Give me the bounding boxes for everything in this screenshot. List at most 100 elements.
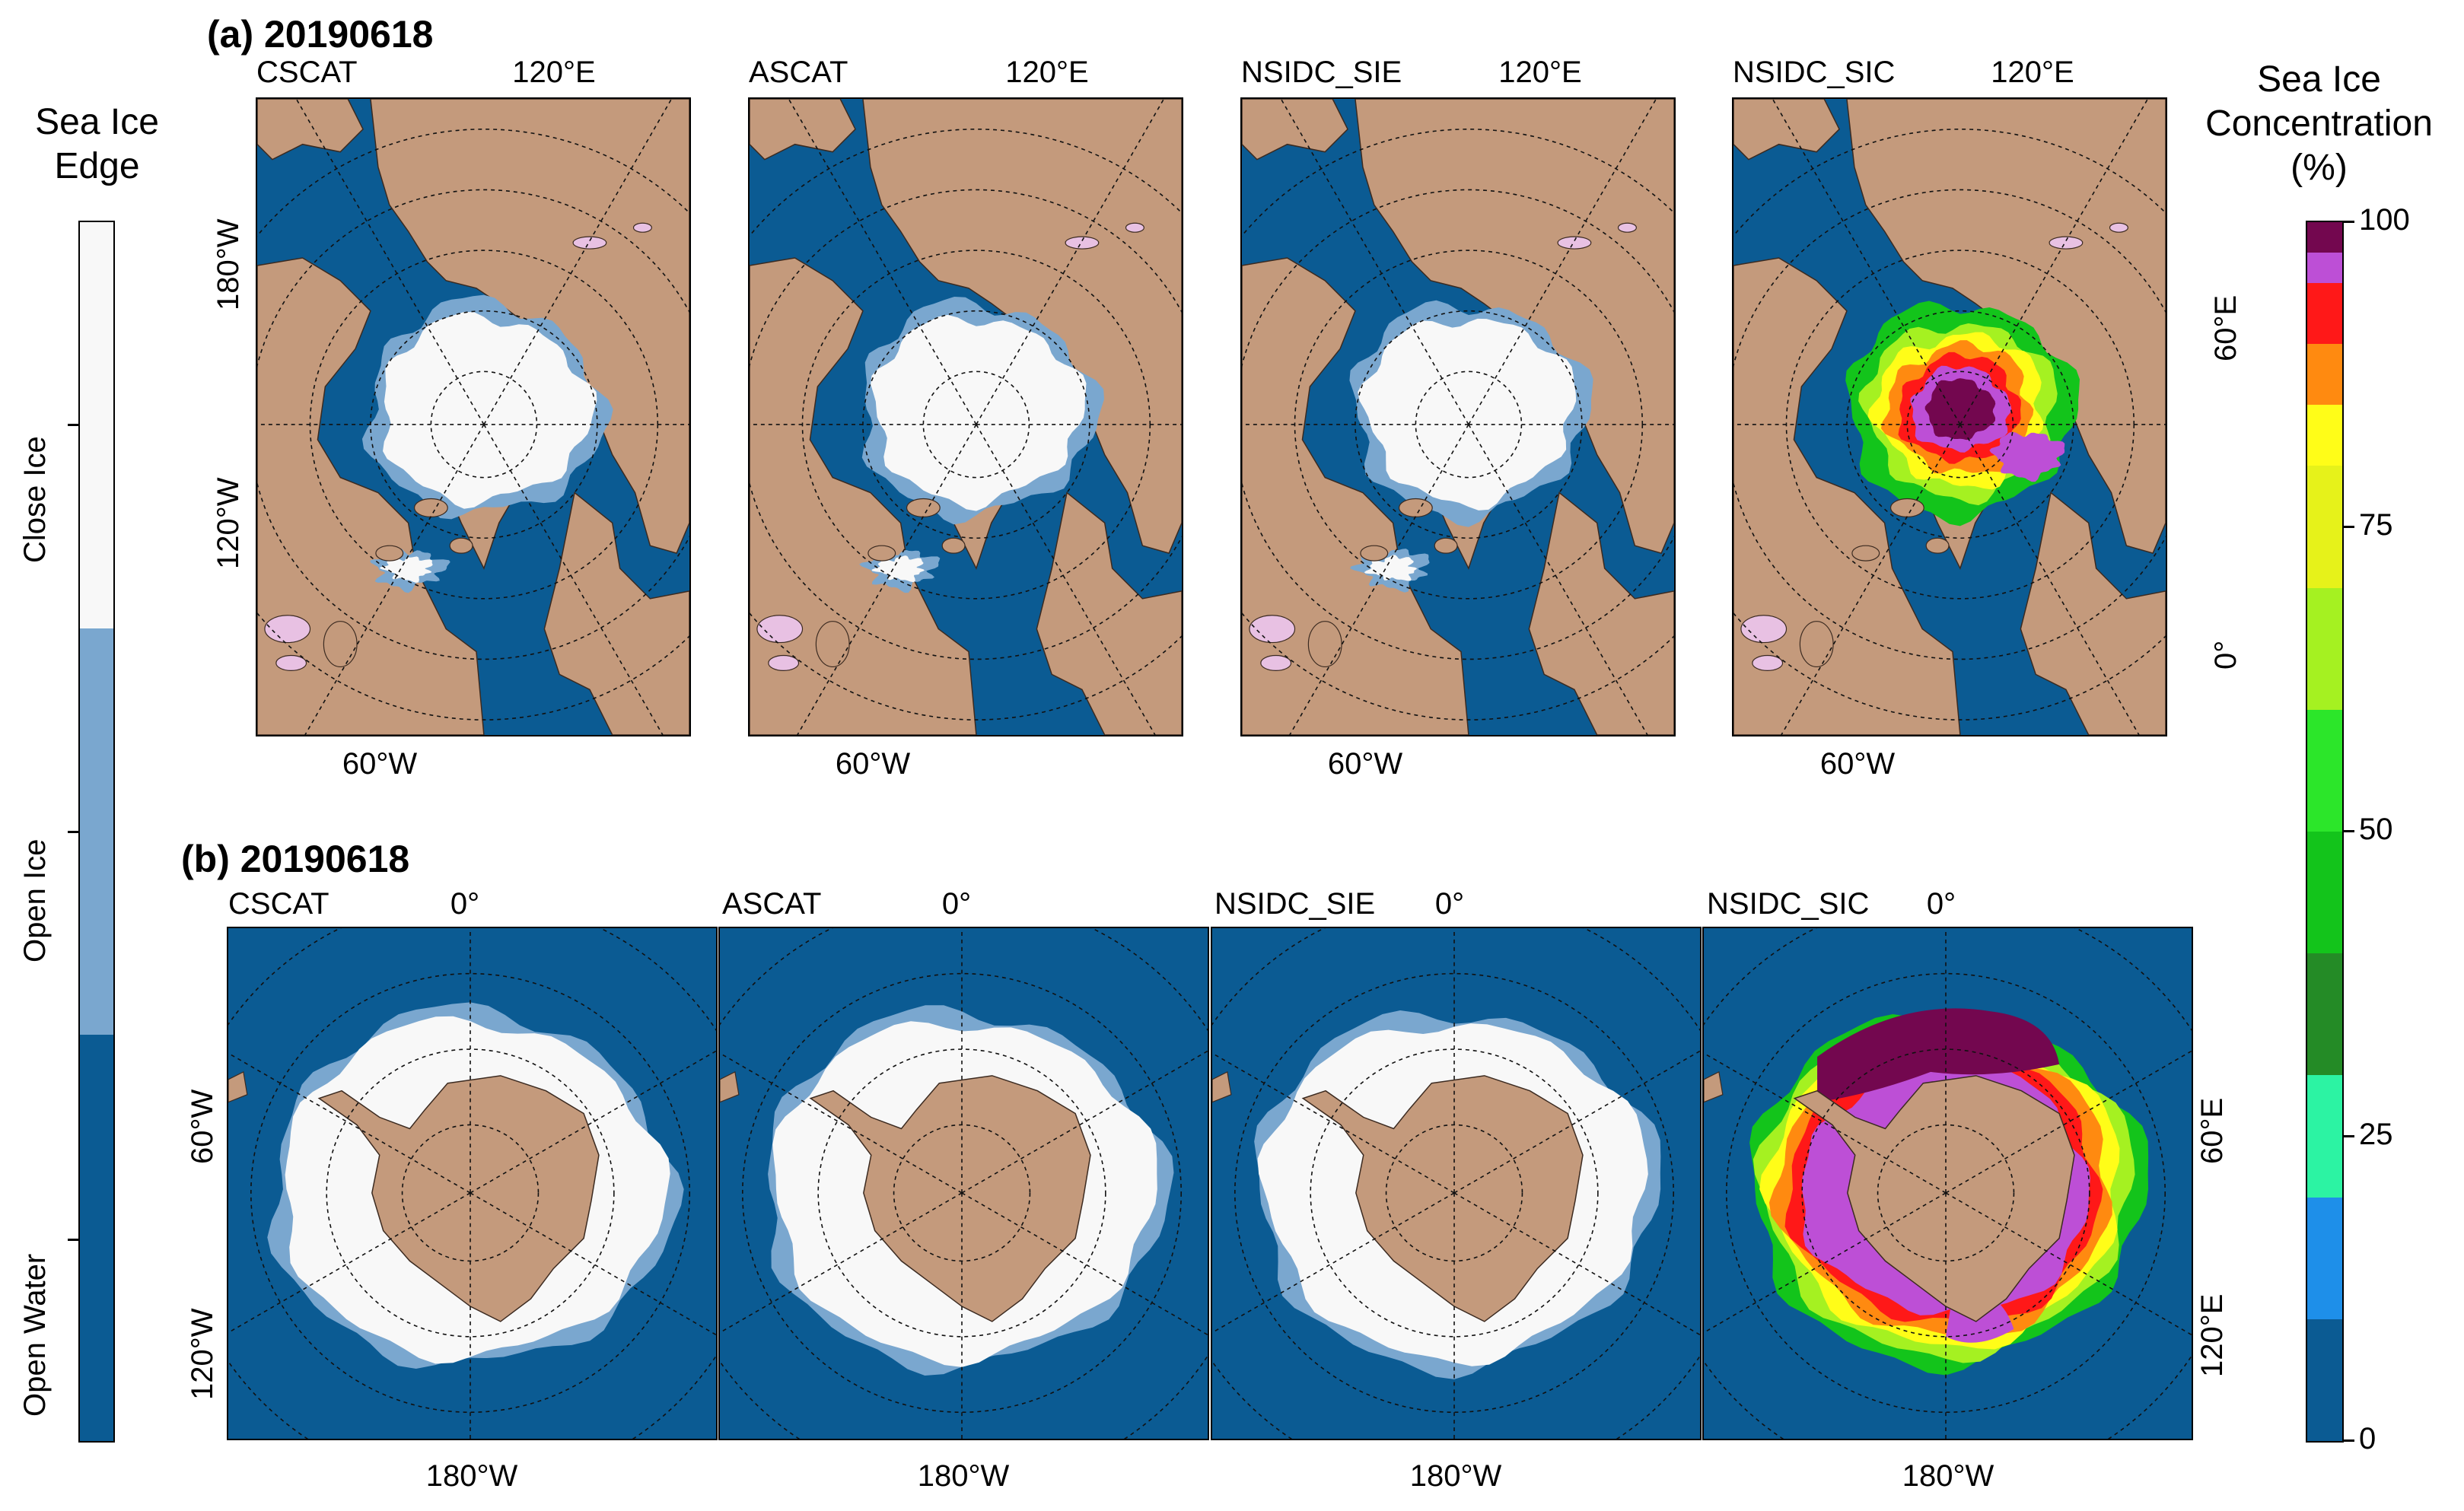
island — [449, 537, 473, 554]
island — [1434, 537, 1458, 554]
longitude-label: 0° — [1434, 887, 1465, 921]
legend-title-line: Sea Ice — [35, 102, 159, 142]
row-a-title: (a) 20190618 — [207, 13, 434, 56]
longitude-label: 60°W — [342, 747, 418, 781]
longitude-label: 60°E — [2195, 1097, 2229, 1164]
sea-ice-concentration-area — [1989, 431, 2065, 482]
longitude-label: 120°E — [2195, 1293, 2229, 1377]
tick-mark — [2344, 1439, 2354, 1442]
panel-label: CSCAT — [228, 887, 329, 921]
antarctic-map-nsidc-sie — [1211, 927, 1702, 1440]
close-ice-swatch — [80, 222, 113, 628]
sea-ice-concentration-legend-title: Sea Ice Concentration (%) — [2184, 58, 2454, 190]
latitude-circle — [1801, 1048, 2090, 1338]
meridian-line — [796, 424, 977, 735]
longitude-label: 180°W — [917, 1459, 1010, 1493]
meridian-line — [1280, 99, 1469, 425]
longitude-label: 120°E — [1005, 56, 1089, 89]
map-canvas — [1733, 99, 2166, 735]
antarctic-map-nsidc-sic — [1702, 927, 2193, 1440]
meridian-line — [788, 99, 977, 425]
latitude-circle — [250, 972, 691, 1414]
close-ice-area — [383, 311, 597, 509]
colorbar-bin — [2307, 283, 2342, 345]
alaska-landmass — [1242, 99, 1348, 161]
colorbar-bin — [2307, 466, 2342, 588]
sea-ice-concentration-area — [1817, 1008, 2060, 1102]
latitude-circle — [326, 1048, 615, 1338]
meridian-line — [961, 1050, 1208, 1194]
panel-label: NSIDC_SIE — [1214, 887, 1376, 921]
latitude-circle — [1310, 1048, 1599, 1338]
tick-label: 25 — [2359, 1117, 2393, 1151]
lake — [756, 615, 804, 644]
longitude-label: 0° — [1926, 887, 1956, 921]
panel-label: NSIDC_SIE — [1241, 56, 1402, 89]
south-america-tip — [228, 1070, 248, 1103]
meridian-line — [483, 424, 664, 735]
colorbar-bin — [2307, 832, 2342, 954]
island — [815, 621, 850, 668]
tick-mark — [2344, 1134, 2354, 1137]
island — [413, 498, 448, 517]
europe-landmass — [543, 491, 689, 735]
tick-mark — [68, 1239, 78, 1241]
legend-title-line: Concentration — [2205, 103, 2433, 144]
legend-title-line: Edge — [54, 146, 140, 186]
map-canvas — [1704, 928, 2192, 1439]
colorbar-bin — [2307, 253, 2342, 284]
meridian-line — [1288, 424, 1469, 735]
latitude-circle — [1733, 189, 2166, 660]
europe-landmass — [2020, 491, 2166, 735]
tick-mark — [2344, 221, 2354, 223]
antarctic-map-cscat — [227, 927, 718, 1440]
meridian-line — [228, 1192, 471, 1334]
island — [867, 545, 896, 561]
island — [375, 545, 404, 561]
tick-label: 0 — [2359, 1422, 2376, 1455]
longitude-label: 60°W — [186, 1089, 219, 1164]
meridian-line — [1704, 1192, 1947, 1334]
north-america-landmass — [1242, 257, 1469, 735]
island — [323, 621, 358, 668]
lake — [1125, 222, 1144, 233]
tick-mark — [2344, 525, 2354, 528]
antarctica-landmass — [1301, 1075, 1584, 1322]
lake — [572, 236, 607, 250]
alaska-landmass — [1733, 99, 1840, 161]
colorbar-bin — [2307, 1319, 2342, 1441]
arctic-map-nsidc-sie — [1240, 97, 1676, 736]
south-america-tip — [1212, 1070, 1232, 1103]
lake — [264, 615, 311, 644]
colorbar-bin — [2307, 587, 2342, 710]
arctic-map-cscat — [256, 97, 691, 736]
meridian-line — [1212, 1052, 1455, 1194]
longitude-label: 60°W — [835, 747, 911, 781]
meridian-line — [976, 99, 1165, 425]
lake — [2049, 236, 2084, 250]
arctic-map-ascat — [748, 97, 1183, 736]
north-america-landmass — [750, 257, 977, 735]
colorbar-bin — [2307, 344, 2342, 406]
lake — [1617, 222, 1637, 233]
longitude-label: 180°W — [425, 1459, 518, 1493]
meridian-line — [976, 424, 1156, 735]
panel-label: NSIDC_SIC — [1733, 56, 1896, 89]
island — [941, 537, 966, 554]
map-canvas — [228, 928, 716, 1439]
arctic-map-nsidc-sic — [1732, 97, 2167, 736]
island — [906, 498, 941, 517]
map-canvas — [750, 99, 1182, 735]
latitude-circle — [1234, 972, 1675, 1414]
panel-label: ASCAT — [722, 887, 822, 921]
lake — [768, 654, 800, 672]
island — [1799, 621, 1834, 668]
latitude-circle — [257, 189, 689, 660]
meridian-line — [228, 1052, 471, 1194]
longitude-label: 120°E — [1991, 56, 2074, 89]
latitude-circle — [750, 129, 1182, 721]
latitude-circle — [1242, 129, 1674, 721]
lake — [275, 654, 307, 672]
colorbar-bin — [2307, 1075, 2342, 1198]
colorbar-bin — [2307, 405, 2342, 466]
